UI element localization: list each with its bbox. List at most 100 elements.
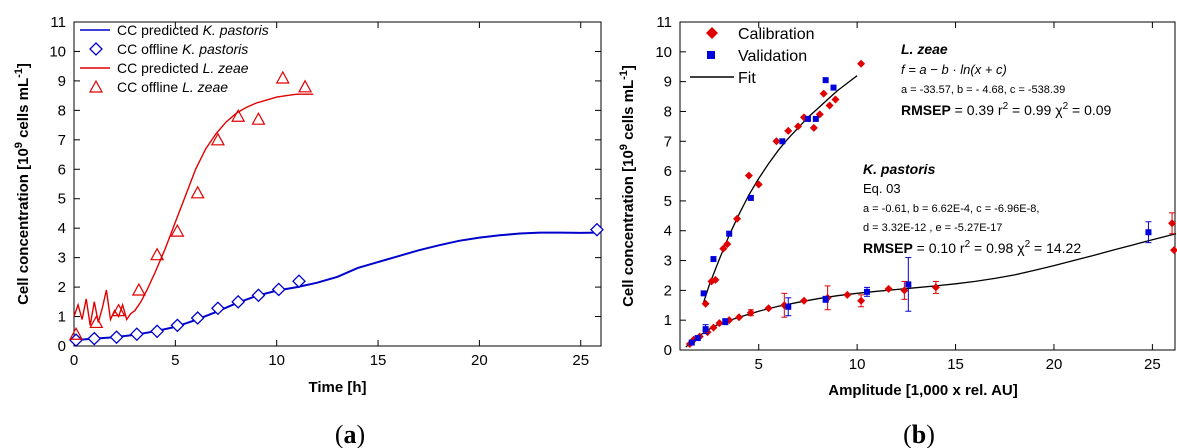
data-point-3	[131, 282, 146, 296]
x-tick-label: 10	[849, 356, 866, 373]
y-tick-label: 6	[664, 163, 672, 180]
stat-value: = 14.22	[1030, 240, 1081, 256]
ylabel-part: -1	[13, 68, 25, 78]
y-tick-label: 2	[664, 282, 672, 299]
y-tick-label: 5	[58, 191, 66, 208]
data-point-3	[298, 79, 313, 93]
chart-a: 0 5 10 15 20 25 0 1 2 3 4 5 6 7 8 9 10 11 Time [h] Cell con…	[13, 14, 604, 396]
legend-species: L. zeae	[182, 79, 228, 95]
y-tick-label: 7	[664, 133, 672, 150]
data-point-1	[726, 230, 733, 237]
legend-label: Fit	[738, 70, 756, 87]
data-point-1	[271, 282, 286, 297]
data-point-1	[231, 294, 246, 309]
data-point-0	[744, 171, 753, 180]
legend-species: L. zeae	[203, 60, 249, 76]
annotation-eq: Eq. 03	[863, 181, 901, 196]
data-point-3	[863, 288, 870, 295]
data-point-1	[150, 324, 165, 339]
data-point-1	[804, 115, 811, 122]
data-point-2	[800, 296, 808, 305]
series-line-2	[73, 93, 314, 326]
legend-swatch	[89, 42, 103, 56]
data-point-1	[109, 330, 124, 345]
ylabel-part: Cell concentration [10	[620, 150, 637, 307]
data-point-3	[702, 326, 709, 333]
stat-sup: 2	[1025, 239, 1031, 250]
stat-value: = 0.99 χ	[1008, 102, 1063, 118]
data-point-3	[170, 223, 185, 237]
series-line-0	[73, 231, 597, 342]
data-point-2	[1170, 246, 1177, 255]
stat-value: = 0.39 r	[951, 102, 1003, 118]
data-point-2	[735, 313, 744, 322]
data-point-0	[831, 95, 840, 104]
data-point-0	[784, 126, 793, 135]
data-point-1	[292, 274, 306, 289]
fit-line-5	[685, 233, 1177, 348]
y-tick-label: 3	[58, 250, 66, 267]
legend-swatch	[88, 79, 104, 93]
data-point-3	[210, 132, 225, 146]
annotation-params-lzeae: a = -33.57, b = - 4.68, c = -538.39	[901, 84, 1065, 96]
annotation-title-lzeae: L. zeae	[901, 41, 948, 57]
stat-sup: 2	[965, 239, 971, 250]
y-tick-label: 9	[664, 74, 672, 91]
panel-label-b-letter: b	[912, 420, 926, 448]
data-point-3	[822, 296, 829, 303]
y-tick-label: 0	[58, 338, 66, 355]
y-tick-label: 11	[656, 14, 672, 31]
ylabel-part: 9	[618, 144, 630, 150]
ylabel-part: 9	[13, 142, 25, 148]
data-point-1	[747, 194, 754, 201]
x-tick-label: 10	[268, 352, 285, 369]
data-point-2	[709, 323, 718, 332]
data-point-3	[905, 281, 912, 288]
data-point-2	[715, 319, 724, 328]
ylabel-part: ]	[15, 63, 32, 68]
legend-label: CC offline K. pastoris	[117, 41, 248, 57]
data-point-1	[170, 318, 185, 333]
legend-species: K. pastoris	[182, 41, 248, 57]
y-tick-label: 8	[664, 103, 672, 120]
data-point-1	[251, 288, 266, 303]
data-point-0	[719, 244, 728, 253]
data-point-2	[1168, 219, 1177, 228]
panel-label-b: (b)	[903, 420, 935, 448]
data-point-0	[701, 299, 710, 308]
stat-value: = 0.10 r	[913, 240, 965, 256]
y-tick-label: 0	[664, 342, 672, 359]
data-point-1	[822, 77, 829, 84]
data-point-2	[843, 290, 852, 299]
x-tick-label: 20	[471, 352, 488, 369]
stat-sup: 2	[1003, 101, 1009, 112]
data-point-3	[251, 111, 266, 125]
y-tick-label: 10	[49, 43, 66, 60]
data-point-1	[590, 222, 604, 237]
legend-prefix: CC offline	[117, 41, 182, 57]
legend-label: Calibration	[738, 26, 814, 43]
stat-sup: 2	[1063, 101, 1069, 112]
legend-label: CC offline L. zeae	[117, 79, 228, 95]
y-tick-label: 1	[664, 312, 672, 329]
data-point-3	[275, 70, 290, 84]
data-point-1	[129, 327, 144, 342]
legend-species: K. pastoris	[203, 22, 269, 38]
data-point-1	[710, 256, 717, 263]
data-point-3	[69, 326, 84, 340]
data-point-0	[733, 214, 742, 223]
data-point-1	[779, 138, 786, 145]
x-tick-label: 5	[755, 356, 763, 373]
data-point-3	[150, 247, 165, 261]
chart-b: 5 10 15 20 25 0 1 2 3 4 5 6 7 8 9 10 11 Amplitude [1,000 …	[618, 14, 1177, 399]
legend-prefix: CC offline	[117, 79, 182, 95]
data-point-0	[809, 123, 818, 132]
data-point-3	[785, 303, 792, 310]
y-tick-label: 9	[58, 73, 66, 90]
legend-swatch	[707, 51, 715, 59]
annotation-stats-kpastoris: RMSEP = 0.10 r2 = 0.98 χ2 = 14.22	[863, 239, 1081, 256]
y-tick-label: 10	[655, 44, 672, 61]
data-point-2	[884, 284, 893, 293]
data-point-3	[688, 339, 695, 346]
ylabel-part: cells mL	[15, 78, 32, 142]
